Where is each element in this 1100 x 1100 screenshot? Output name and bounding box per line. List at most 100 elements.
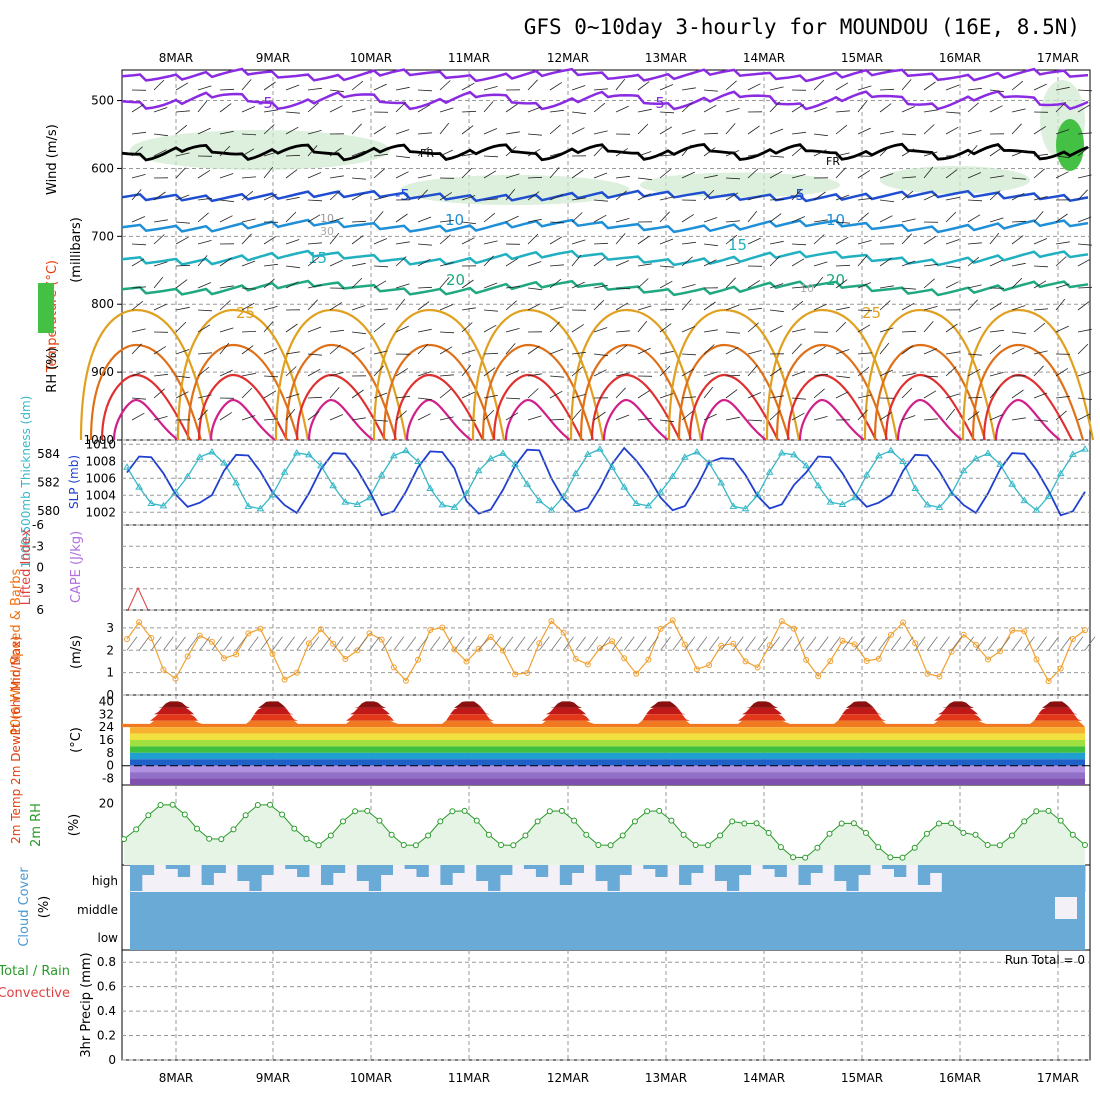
wind-barb [791, 146, 803, 157]
wind-barb [703, 147, 716, 157]
temp-band [130, 778, 1085, 785]
wind-barb [263, 418, 278, 421]
wind-barb [241, 133, 257, 136]
wind-barb [285, 393, 300, 399]
wind-barb [835, 391, 849, 399]
label-cape: CAPE (J/kg) [69, 531, 84, 603]
wind-barb [571, 197, 586, 201]
wind-barb [461, 221, 476, 225]
rh-marker [206, 835, 213, 842]
isotherm-tongue [481, 343, 595, 441]
isotherm-20 [121, 279, 1089, 297]
wind-barb [175, 124, 188, 135]
wind-barb-10m [393, 636, 405, 651]
wind-barb-10m [1060, 636, 1072, 651]
wind-barb-10m [138, 636, 150, 651]
wind-barb-10m [878, 636, 890, 651]
wind-barb [967, 130, 982, 135]
wind-speed-marker [621, 655, 628, 662]
wind-barb [1011, 331, 1026, 335]
wind-barb [527, 133, 542, 136]
wind-speed-marker [1069, 636, 1076, 642]
thickness-marker [887, 446, 895, 454]
wind-barb [373, 350, 388, 355]
wind-speed-marker [985, 656, 991, 663]
wind-barb [791, 343, 802, 355]
wind-barb [241, 148, 255, 157]
wind-barb [549, 167, 560, 179]
wind-barb-10m [781, 636, 793, 651]
wind-barb [659, 238, 674, 245]
chart-title: GFS 0~10day 3-hourly for MOUNDOU (16E, 8… [524, 15, 1080, 39]
wind-barb [615, 233, 626, 245]
cloud-high-bar [858, 865, 871, 875]
wind-barb [241, 415, 256, 421]
temp-unit: (°C) [69, 727, 84, 753]
wind-barb [461, 110, 477, 113]
wind-barb [879, 173, 894, 179]
date-label-top: 14MAR [743, 51, 785, 65]
cloud-high-bar [977, 865, 990, 892]
wind-barb [747, 83, 761, 91]
wind-barb [527, 261, 542, 267]
wind-barb [791, 286, 806, 289]
wind-barb-10m [381, 636, 393, 651]
thickness-marker [292, 449, 301, 456]
wind-barb [725, 220, 740, 223]
wind-barb [263, 390, 277, 399]
isotherm-tongue [775, 343, 889, 441]
wind-speed-marker [269, 650, 276, 657]
precip-tick: 0.6 [97, 980, 116, 994]
wind-barb [681, 410, 694, 421]
wind-barb [131, 343, 142, 355]
wind-barb [813, 79, 825, 91]
wind-speed-marker [645, 656, 652, 663]
temp-band [130, 772, 1085, 779]
wind-barb [681, 129, 696, 135]
temp-tick: -8 [102, 772, 114, 786]
wind-barb [659, 323, 672, 333]
rh-line [123, 804, 1086, 859]
thickness-marker [717, 478, 726, 486]
cloud-high-bar [356, 865, 370, 881]
wind-barb [791, 174, 806, 179]
wind-barb [439, 374, 454, 377]
cloud-high-bar [1037, 865, 1050, 892]
wind-barb [769, 367, 782, 377]
wind-speed-marker [997, 648, 1004, 655]
wind-barb [263, 306, 278, 311]
wind-barb [329, 89, 344, 93]
date-label-top: 10MAR [350, 51, 392, 65]
wind-barb [505, 300, 517, 311]
wind-barb [725, 108, 740, 113]
wind-speed-marker [681, 641, 688, 648]
thickness-marker [353, 500, 362, 508]
rh-marker [558, 807, 565, 814]
wind-barb [725, 416, 740, 421]
cloud-high-bar [452, 865, 465, 873]
wind-barb [615, 78, 626, 91]
wind-barb [857, 394, 872, 399]
rh-marker [960, 829, 967, 836]
wind-barb [703, 104, 717, 113]
wind-barb [1033, 153, 1048, 157]
wind-barb [175, 236, 189, 245]
wind-barb [175, 349, 190, 355]
wind-barb [901, 287, 916, 290]
wind-speed-marker [221, 655, 227, 662]
wind-barb [747, 392, 762, 399]
wind-barb [1011, 277, 1023, 289]
wind-barb [1011, 108, 1026, 113]
wind-barb [483, 212, 496, 223]
wind-speed-marker [960, 631, 967, 638]
wind-barb [593, 327, 608, 333]
li-labels-r: CAPE (J/kg) [69, 531, 84, 603]
wind-barb [703, 174, 718, 179]
wind-barb [857, 366, 870, 377]
thickness-marker [208, 448, 216, 455]
thickness-marker [668, 472, 677, 479]
rh-marker [911, 844, 918, 851]
rh-marker [680, 831, 687, 838]
rh-marker [510, 842, 517, 849]
